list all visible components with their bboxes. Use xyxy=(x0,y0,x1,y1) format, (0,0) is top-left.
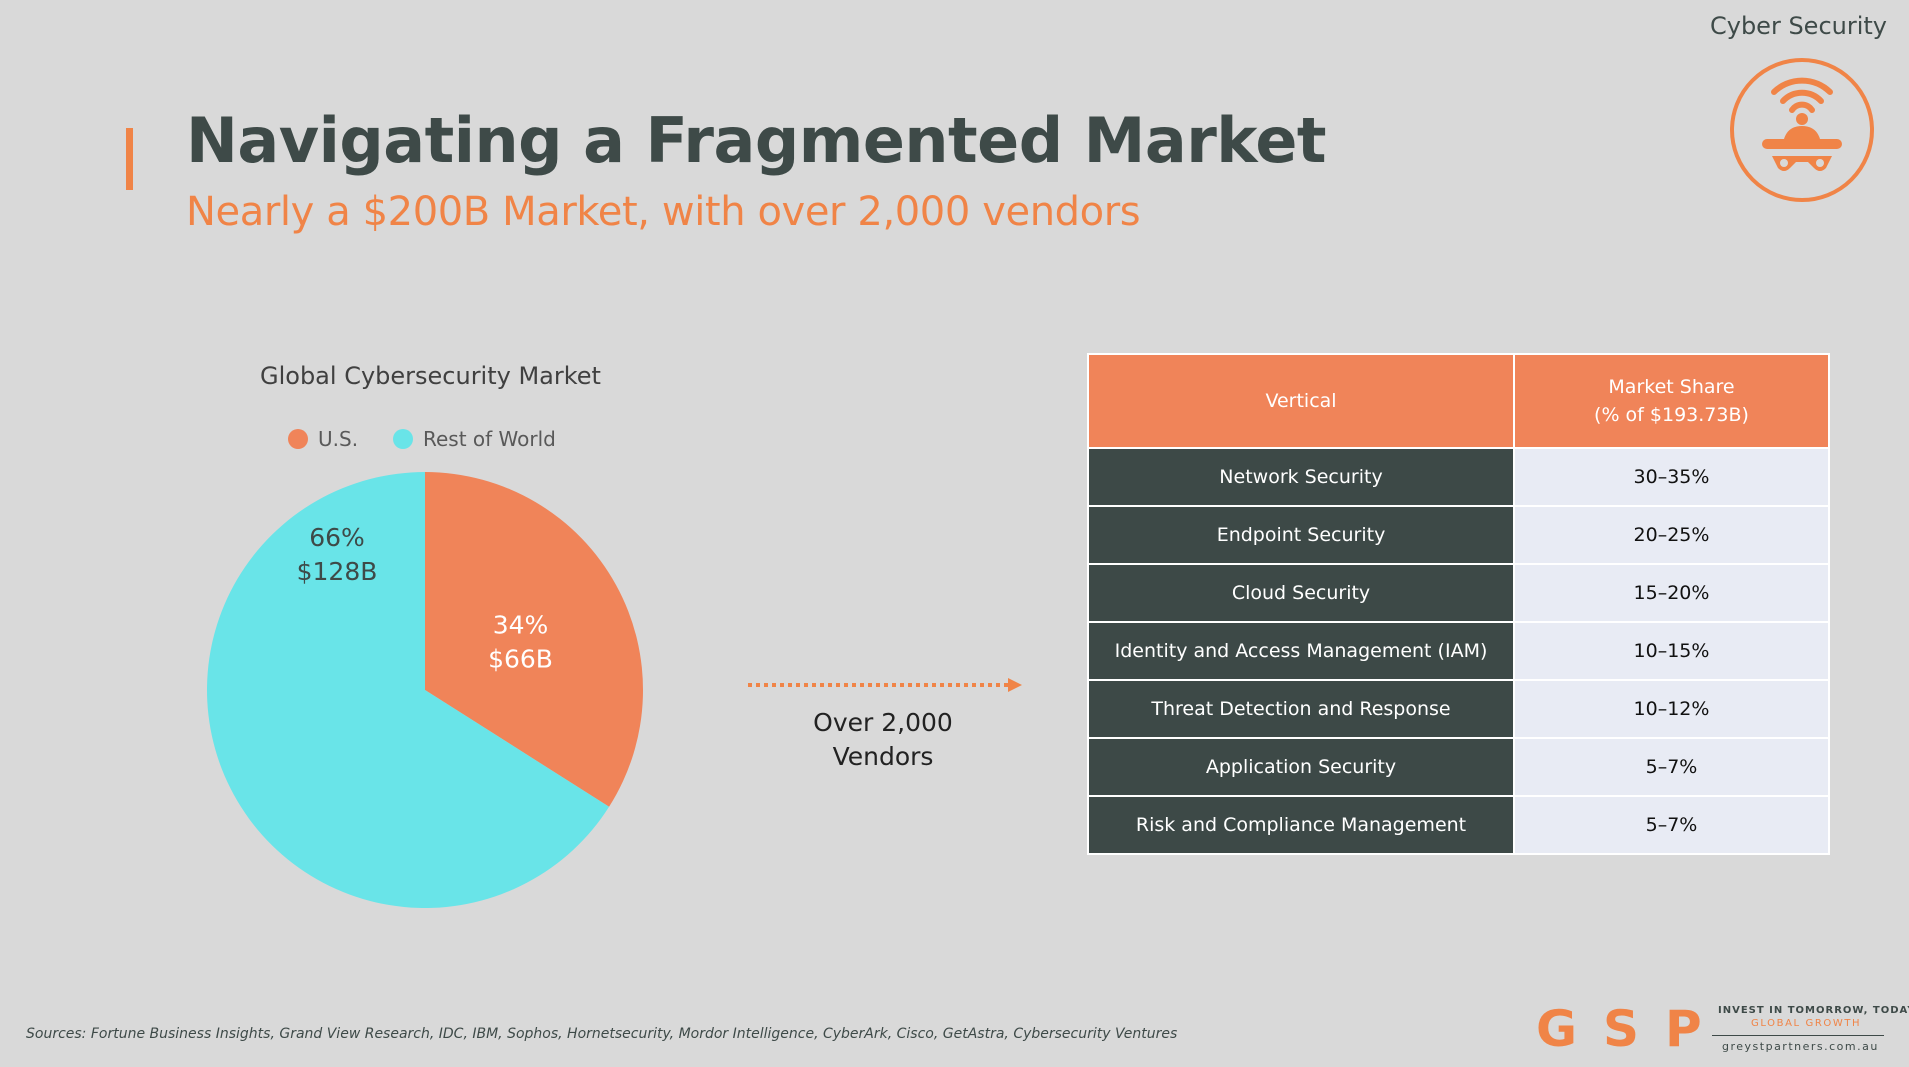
website-url[interactable]: greystpartners.com.au xyxy=(1722,1040,1879,1053)
legend-label-us: U.S. xyxy=(318,427,359,451)
table-header-row: Vertical Market Share (% of $193.73B) xyxy=(1087,353,1830,449)
cell-market-share: 5–7% xyxy=(1513,795,1830,855)
vendors-callout: Over 2,000 Vendors xyxy=(790,706,976,774)
cell-market-share: 5–7% xyxy=(1513,737,1830,797)
cell-vertical: Identity and Access Management (IAM) xyxy=(1087,621,1515,681)
gsp-logo: GSP xyxy=(1536,1000,1728,1058)
header-market-share-line-2: (% of $193.73B) xyxy=(1594,404,1749,426)
tagline-secondary: GLOBAL GROWTH xyxy=(1751,1018,1862,1029)
pie-value-label: $66B xyxy=(488,644,553,673)
title-accent-bar xyxy=(126,128,133,190)
header-market-share: Market Share (% of $193.73B) xyxy=(1513,353,1830,449)
legend-item-us: U.S. xyxy=(288,427,358,451)
tagline-divider xyxy=(1712,1035,1884,1036)
legend-label-rest-of-world: Rest of World xyxy=(423,427,556,451)
legend-item-rest-of-world: Rest of World xyxy=(393,427,556,451)
page-subtitle: Nearly a $200B Market, with over 2,000 v… xyxy=(186,189,1141,235)
pie-percent-label: 34% xyxy=(493,610,549,639)
table-row: Identity and Access Management (IAM) 10–1… xyxy=(1087,621,1830,681)
cell-market-share: 10–12% xyxy=(1513,679,1830,739)
cell-market-share: 15–20% xyxy=(1513,563,1830,623)
header-market-share-line-1: Market Share xyxy=(1608,376,1735,398)
legend-marker-rest-of-world xyxy=(393,429,413,449)
cell-vertical: Risk and Compliance Management xyxy=(1087,795,1515,855)
page-title: Navigating a Fragmented Market xyxy=(186,104,1327,177)
pie-percent-label: 66% xyxy=(309,523,365,552)
vendors-line-1: Over 2,000 xyxy=(813,708,953,737)
pie-value-label: $128B xyxy=(297,557,378,586)
chart-title: Global Cybersecurity Market xyxy=(260,362,601,390)
cell-vertical: Network Security xyxy=(1087,447,1515,507)
market-share-table: Vertical Market Share (% of $193.73B) Ne… xyxy=(1087,353,1830,855)
table-row: Threat Detection and Response 10–12% xyxy=(1087,679,1830,739)
cell-market-share: 30–35% xyxy=(1513,447,1830,507)
vendors-line-2: Vendors xyxy=(832,742,934,771)
table-row: Risk and Compliance Management 5–7% xyxy=(1087,795,1830,855)
table-row: Endpoint Security 20–25% xyxy=(1087,505,1830,565)
table-row: Application Security 5–7% xyxy=(1087,737,1830,797)
cell-vertical: Application Security xyxy=(1087,737,1515,797)
table-row: Cloud Security 15–20% xyxy=(1087,563,1830,623)
tagline-primary: INVEST IN TOMORROW, TODAY xyxy=(1718,1005,1909,1016)
header-vertical: Vertical xyxy=(1087,353,1515,449)
pie-slice-u-s xyxy=(425,472,643,807)
pie-chart: 34% $66B 66% $128B xyxy=(206,472,643,908)
table-row: Network Security 30–35% xyxy=(1087,447,1830,507)
sources-note: Sources: Fortune Business Insights, Gran… xyxy=(26,1026,1178,1042)
cell-market-share: 10–15% xyxy=(1513,621,1830,681)
cell-market-share: 20–25% xyxy=(1513,505,1830,565)
section-label: Cyber Security xyxy=(1709,12,1887,40)
cell-vertical: Endpoint Security xyxy=(1087,505,1515,565)
spy-wifi-icon xyxy=(1730,58,1874,202)
pie-slice-rest-of-world xyxy=(206,472,610,908)
cell-vertical: Cloud Security xyxy=(1087,563,1515,623)
dotted-arrow xyxy=(748,678,1022,692)
cell-vertical: Threat Detection and Response xyxy=(1087,679,1515,739)
legend-marker-us xyxy=(288,429,308,449)
